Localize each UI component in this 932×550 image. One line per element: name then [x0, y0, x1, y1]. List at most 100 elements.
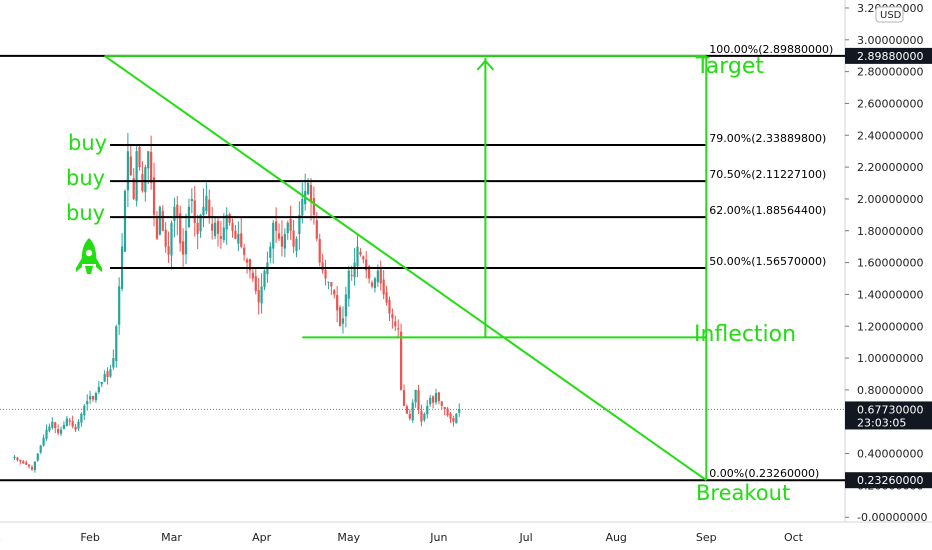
candle-body: [115, 326, 118, 362]
fib-level-label: 0.00%(0.23260000): [709, 467, 819, 480]
price-axis[interactable]: 3.200000003.000000002.800000002.60000000…: [845, 2, 932, 524]
candle-body: [231, 222, 234, 231]
x-tick-label: Apr: [252, 531, 272, 544]
level-price-box[interactable]: [845, 472, 932, 489]
candle-body: [324, 269, 327, 279]
candle-body: [237, 233, 240, 244]
candle-body: [394, 321, 397, 327]
candle-body: [298, 214, 301, 235]
candle-body: [135, 151, 138, 201]
candle-body: [100, 381, 103, 385]
candle-body: [423, 413, 426, 421]
candle-body: [350, 274, 353, 276]
candle-body: [211, 223, 214, 231]
candle-body: [263, 270, 266, 288]
x-tick-label: Sep: [696, 531, 717, 544]
x-tick-label: 21: [0, 531, 1, 544]
candle-body: [405, 406, 409, 414]
y-tick-label: 2.00000000: [857, 193, 923, 206]
y-tick-label: 1.60000000: [857, 257, 923, 270]
candle-body: [176, 204, 179, 219]
time-axis[interactable]: 21 Feb Mar Apr May Jun Jul Aug Sep Oct: [0, 531, 804, 544]
buy-label-1: buy: [68, 131, 107, 155]
target-label: Target: [695, 54, 764, 79]
y-tick-label: 0.80000000: [857, 384, 923, 397]
current-price-box-countdown: 23:03:05: [857, 416, 906, 429]
candle-body: [414, 389, 417, 403]
candle-body: [48, 426, 51, 431]
candle-body: [400, 331, 403, 390]
candle-body: [280, 236, 284, 247]
candle-body: [336, 295, 339, 311]
candle-body: [147, 151, 150, 169]
candle-body: [373, 278, 377, 289]
currency-badge[interactable]: [875, 6, 904, 23]
current-price-box[interactable]: [845, 401, 932, 430]
candle-body: [199, 214, 202, 232]
candle-body: [338, 307, 342, 327]
x-tick-label: Aug: [605, 531, 626, 544]
inflection-label: Inflection: [694, 322, 796, 347]
candle-body: [68, 420, 71, 422]
candle-body: [65, 418, 68, 426]
candle-body: [440, 401, 443, 406]
candle-body: [309, 184, 313, 203]
candle-body: [39, 445, 42, 453]
candle-body: [327, 281, 330, 283]
candle-body: [254, 276, 257, 292]
candle-body: [306, 183, 310, 195]
candle-body: [379, 267, 382, 284]
candle-body: [170, 222, 173, 256]
candle-body: [362, 256, 365, 260]
descending-trendline: [104, 55, 707, 482]
candle-body: [248, 259, 252, 271]
current-price-box-label: 0.67730000: [857, 403, 923, 416]
candle-body: [109, 369, 112, 377]
candle-body: [234, 230, 237, 239]
level-price-box[interactable]: [845, 47, 932, 64]
candle-body: [118, 286, 121, 325]
candle-body: [452, 418, 455, 422]
fib-level-label: 79.00%(2.33889800): [709, 132, 826, 145]
candle-body: [408, 413, 411, 419]
candle-body: [286, 222, 289, 234]
y-tick-label: 1.80000000: [857, 225, 923, 238]
buy-label-3: buy: [66, 201, 105, 225]
candle-body: [126, 151, 129, 191]
candle-body: [80, 413, 83, 423]
candle-body: [86, 401, 89, 405]
fib-level-label: 62.00%(1.88564400): [709, 204, 826, 217]
candle-body: [301, 198, 304, 216]
candle-body: [25, 462, 28, 465]
candle-body: [417, 390, 420, 410]
y-tick-label: 2.80000000: [857, 66, 923, 79]
candle-body: [295, 238, 298, 252]
candle-body: [429, 397, 432, 405]
candle-body: [359, 251, 362, 255]
candle-body: [71, 421, 74, 427]
candle-body: [30, 466, 34, 470]
candle-body: [225, 214, 228, 230]
grid-layer: [0, 0, 932, 523]
candle-body: [365, 259, 368, 271]
candle-body: [94, 393, 98, 401]
x-tick-label: Oct: [784, 531, 804, 544]
candle-body: [161, 210, 164, 231]
candle-body: [182, 241, 185, 255]
candle-body: [426, 405, 429, 415]
candle-body: [208, 199, 211, 219]
candle-body: [91, 396, 95, 400]
y-tick-label: 1.40000000: [857, 288, 923, 301]
breakout-label: Breakout: [696, 481, 790, 505]
candle-body: [251, 272, 254, 279]
currency-label: USD: [880, 10, 902, 21]
candle-body: [164, 229, 167, 247]
candle-body: [315, 220, 318, 239]
candle-body: [446, 408, 449, 416]
candle-body: [16, 457, 19, 460]
candle-body: [420, 410, 423, 422]
candle-body: [106, 371, 109, 378]
candle-body: [353, 262, 356, 278]
y-tick-label: 2.40000000: [857, 129, 923, 142]
